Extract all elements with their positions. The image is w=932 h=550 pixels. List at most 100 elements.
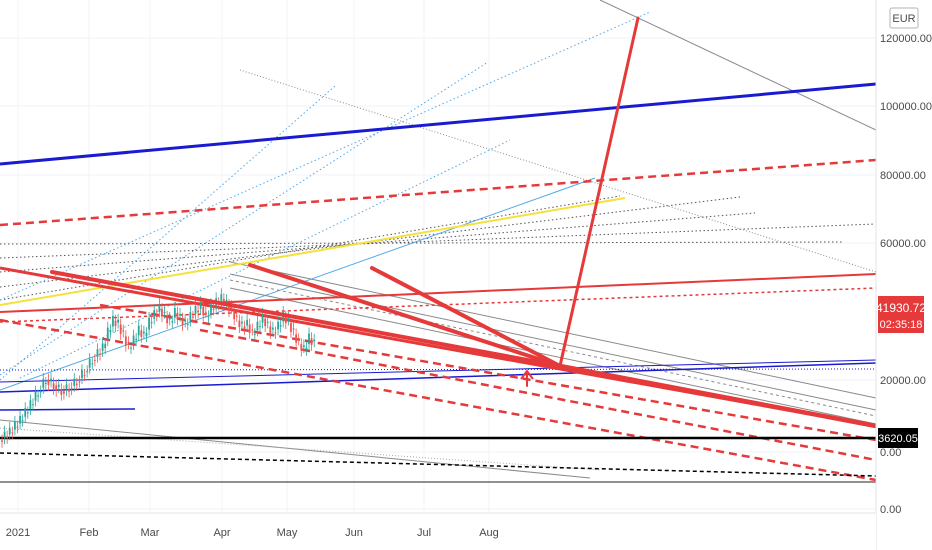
time-tick-label: Jul	[417, 527, 431, 539]
candle-body	[42, 378, 45, 388]
candle-body	[112, 315, 114, 327]
gray-trend-line	[229, 261, 877, 399]
candle-body	[57, 384, 60, 388]
blue-trend-line	[0, 359, 877, 383]
candle-body	[277, 321, 279, 330]
candle-body	[166, 316, 169, 324]
red-dashed-line	[99, 303, 877, 442]
candle-body	[171, 321, 174, 323]
candle-body	[310, 338, 313, 345]
candle-body	[52, 383, 55, 389]
candle-body	[1, 440, 3, 442]
red-trend-line	[0, 273, 877, 313]
candle-body	[189, 311, 192, 321]
gray-trend-line	[599, 0, 877, 131]
candle-body	[279, 325, 282, 327]
time-tick-label: May	[277, 527, 298, 539]
candle-body	[26, 412, 29, 414]
price-tick-label: 0.00	[880, 447, 901, 459]
price-tick-label: 0.00	[880, 504, 901, 516]
candle-body	[70, 388, 73, 390]
gray-trend-line	[229, 273, 877, 411]
marked-level-label: 3620.05	[878, 428, 918, 448]
drawing-layer	[0, 0, 877, 483]
candle-body	[184, 319, 187, 322]
candle-body	[122, 330, 125, 332]
candle-body	[3, 431, 6, 439]
candle-body	[68, 389, 70, 392]
candle-body	[11, 432, 14, 434]
candle-body	[137, 325, 140, 336]
candle-body	[130, 347, 132, 349]
candle-body	[153, 310, 156, 319]
candle-body	[202, 306, 205, 316]
red-dashed-line	[0, 318, 877, 482]
candle-body	[104, 343, 107, 349]
candle-body	[199, 302, 202, 309]
candle-body	[50, 378, 52, 382]
candle-body	[192, 316, 194, 318]
candle-body	[251, 329, 254, 331]
candle-body	[60, 389, 63, 395]
red-arrow-line	[50, 270, 562, 368]
candle-body	[88, 359, 91, 368]
candle-body	[220, 294, 223, 301]
candle-body	[246, 319, 248, 326]
time-tick-label: Jun	[345, 527, 363, 539]
price-tick-label: 80000.00	[880, 170, 926, 182]
gray-dashed-line	[229, 279, 877, 417]
gray-trend-line	[0, 419, 591, 479]
candle-body	[39, 391, 42, 393]
black-dashed-line	[0, 452, 877, 477]
candle-body	[181, 318, 184, 326]
candle-body	[228, 304, 230, 312]
candle-body	[73, 378, 76, 386]
price-axis-ticks: 120000.00 100000.00 80000.00 60000.00 20000.…	[880, 33, 932, 516]
candle-body	[158, 304, 161, 312]
candle-body	[290, 322, 292, 332]
candle-body	[75, 383, 78, 385]
overlay-drawings	[50, 16, 879, 429]
gray-trend-line	[229, 287, 877, 425]
candle-body	[135, 338, 138, 341]
candle-body	[269, 326, 272, 333]
price-axis[interactable]	[876, 0, 932, 550]
candle-body	[109, 330, 112, 333]
blue-trend-line	[0, 362, 877, 393]
candle-body	[163, 311, 166, 313]
dotted-trend-line	[0, 241, 843, 245]
time-tick-label: Mar	[141, 527, 160, 539]
fan-line	[0, 61, 489, 376]
price-tick-label: 100000.00	[880, 101, 932, 113]
candle-body	[44, 383, 47, 385]
candle-body	[302, 345, 305, 348]
time-axis[interactable]	[0, 513, 876, 550]
candle-body	[132, 335, 135, 345]
candle-body	[150, 322, 153, 324]
time-tick-label: Apr	[213, 527, 230, 539]
grid-lines	[0, 0, 876, 513]
blue-short-line	[0, 408, 136, 411]
candle-body	[248, 324, 251, 333]
candle-body	[78, 381, 81, 383]
candle-body	[238, 320, 241, 328]
candle-body	[91, 363, 94, 365]
candle-body	[297, 339, 300, 341]
candle-body	[145, 332, 148, 337]
candle-body	[300, 344, 303, 351]
candle-body	[93, 359, 96, 361]
candle-body	[148, 317, 150, 330]
marked-level-value: 3620.05	[878, 433, 918, 445]
red-dashed-line	[0, 158, 877, 227]
candle-body	[29, 400, 32, 409]
time-axis-ticks: 2021 Feb Mar Apr May Jun Jul Aug	[6, 527, 499, 539]
candle-body	[233, 310, 236, 320]
candle-body	[308, 333, 310, 345]
candle-body	[253, 333, 256, 335]
candle-body	[140, 330, 143, 337]
candle-body	[24, 408, 27, 417]
candle-body	[101, 343, 104, 352]
currency-badge[interactable]: EUR	[889, 7, 919, 29]
price-tick-label: 60000.00	[880, 238, 926, 250]
